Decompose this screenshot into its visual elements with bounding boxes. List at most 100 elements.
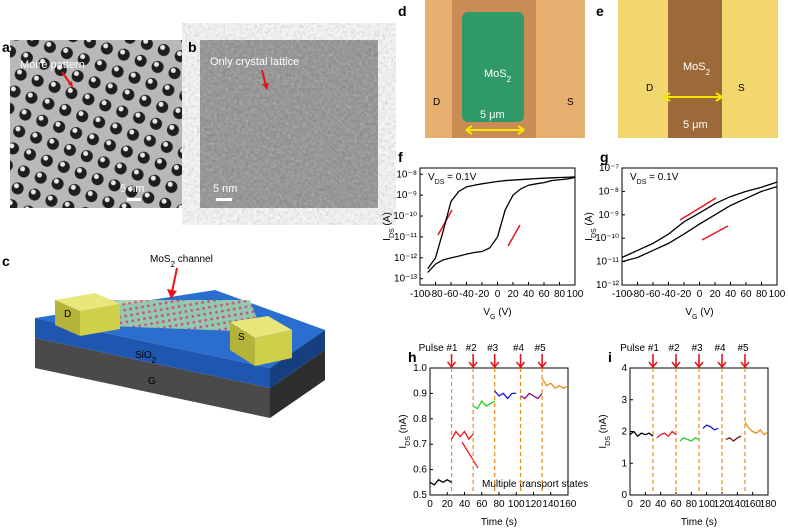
x-tick-label: -60 [444,289,459,300]
y-tick-label: 0.6 [413,465,427,476]
scale-label: 5 nm [120,183,144,195]
y-axis-label: IDS (nA) [598,414,612,448]
x-tick-label: -60 [646,289,661,300]
y-tick-label: 10⁻⁷ [599,163,619,174]
channel-label: MoS2 channel [150,254,213,269]
source-label: S [238,332,245,343]
arrowhead [68,81,73,88]
gate-side [270,350,325,418]
x-tick-label: 60 [740,289,752,300]
y-tick-label: 10⁻¹¹ [394,232,418,243]
x-tick-label: -40 [459,289,474,300]
pulse-arrow [694,354,704,369]
x-tick-label: 0 [627,499,633,510]
scale-label: 5 μm [480,109,505,121]
x-tick-label: 100 [769,289,786,300]
y-tick-label: 0.5 [413,490,427,501]
data-line [450,430,474,441]
panel-label: f [398,149,403,165]
x-tick-label: 120 [525,499,542,510]
panel-label: c [2,253,10,269]
x-tick-label: 80 [686,499,698,510]
text-part: (nA) [398,414,409,436]
y-tick-label: 10⁻¹⁰ [393,211,417,222]
y-tick-label: 2 [621,427,627,438]
y-tick-label: 10⁻⁸ [598,186,619,197]
text-part: DS [605,436,612,446]
x-tick-label: 0 [697,289,703,300]
y-tick-label: 10⁻⁹ [396,190,417,201]
scale-arrow [663,92,723,102]
x-tick-label: 20 [507,289,519,300]
drain-label: D [64,309,71,320]
micrograph [200,40,378,208]
data-line [725,435,742,442]
y-tick-label: 10⁻¹² [394,253,418,264]
sweep-arrow [679,197,717,221]
y-tick-label: 1.0 [413,363,427,374]
x-tick-label: -80 [630,289,645,300]
source-label: S [738,83,745,94]
panel-label: a [2,39,10,55]
text-part: DS [389,228,396,238]
panel-label: e [596,3,604,19]
panel-label: h [408,349,417,365]
data-line [494,390,517,400]
x-tick-label: 0 [427,499,433,510]
annotation: VDS = 0.1V [428,172,477,186]
scale-bar [127,198,141,201]
x-tick-label: 80 [493,499,505,510]
micrograph [10,40,182,208]
x-tick-label: 160 [744,499,761,510]
x-tick-label: 100 [508,499,525,510]
y-tick-label: 0.7 [413,439,427,450]
text-part: = 0.1V [444,172,476,183]
oxide-label: SiO2 [135,350,157,365]
pulse-arrow [490,354,500,369]
source-label: S [567,97,574,108]
panel-c: c D S SiO2 G MoS2 channel [2,253,325,418]
data-line [656,430,677,439]
x-tick-label: 80 [554,289,566,300]
scale-arrow [465,125,525,135]
annotation: Multiple transport states [482,479,588,490]
x-tick-label: 40 [459,499,471,510]
panel-b: b Only crystal lattice 5 nm [188,39,378,208]
pulse-label: #2 [466,343,478,354]
panel-d: d MoS2 D S 5 μm [398,0,585,138]
panel-label: d [398,3,407,19]
data-line [621,185,778,263]
arrowhead [167,289,177,299]
pulse-label: #5 [737,343,749,354]
pulse-label: #5 [535,343,547,354]
x-tick-label: 160 [560,499,577,510]
text-part: DS [435,179,445,186]
text-part: I [382,238,393,241]
drain-front [55,300,80,336]
x-tick-label: 0 [495,289,501,300]
text-part: DS [637,179,647,186]
scale-bar [216,198,232,201]
source-side [255,330,292,366]
text-part: DS [405,436,412,446]
x-tick-label: 40 [523,289,535,300]
pulse-arrow [740,354,750,369]
drain-label: D [646,83,653,94]
pulse-arrow [515,354,526,369]
drain-side [80,304,120,336]
arrowhead [262,83,269,90]
y-axis-label: IDS (A) [584,212,598,241]
data-line [427,176,576,273]
x-tick-label: 140 [729,499,746,510]
x-tick-label: -40 [661,289,676,300]
x-axis-label: Time (s) [681,517,717,528]
text-part: I [584,238,595,241]
data-line [744,421,769,436]
x-tick-label: 60 [538,289,550,300]
pulse-arrow [717,354,727,369]
pulse-label: #3 [487,343,499,354]
x-tick-label: -20 [677,289,692,300]
text-part: (A) [382,212,393,228]
y-tick-label: 0.9 [413,388,427,399]
